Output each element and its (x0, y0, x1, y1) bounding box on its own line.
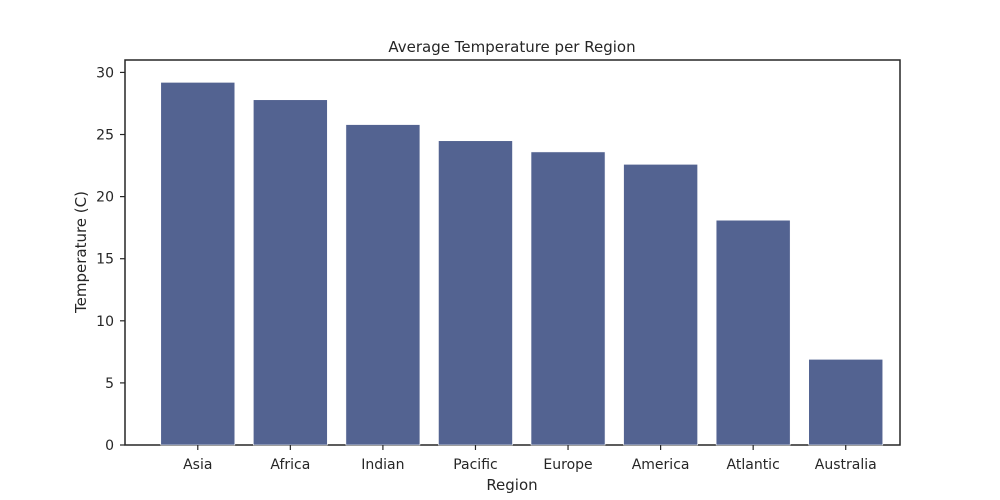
x-tick-label: America (632, 457, 690, 473)
bar-pacific (438, 140, 513, 446)
y-tick-label: 15 (96, 252, 114, 268)
x-axis-ticks: Asia Africa Indian Pacific Europe America Atla… (183, 445, 877, 473)
x-axis-label: Region (486, 476, 537, 494)
bar-asia (160, 82, 236, 446)
chart-title: Average Temperature per Region (388, 38, 635, 56)
bar-america (623, 164, 698, 446)
bar-australia (808, 359, 884, 446)
y-tick-label: 25 (96, 128, 114, 144)
y-tick-label: 20 (96, 190, 114, 206)
y-tick-label: 10 (96, 314, 114, 330)
y-axis-ticks: 0 5 10 15 20 25 30 (96, 65, 125, 454)
y-tick-label: 0 (105, 438, 114, 454)
x-tick-label: Europe (543, 457, 592, 473)
bar-indian (345, 124, 421, 446)
bar-atlantic (715, 219, 791, 446)
y-tick-label: 5 (105, 376, 114, 392)
x-tick-label: Pacific (453, 457, 498, 473)
bar-europe (530, 151, 606, 446)
y-axis-label: Temperature (C) (72, 191, 90, 314)
x-tick-label: Asia (183, 457, 212, 473)
x-tick-label: Australia (815, 457, 877, 473)
x-tick-label: Indian (361, 457, 404, 473)
x-tick-label: Atlantic (727, 457, 780, 473)
bars-group (160, 82, 884, 446)
y-tick-label: 30 (96, 65, 114, 81)
bar-africa (253, 99, 328, 446)
x-tick-label: Africa (270, 457, 310, 473)
